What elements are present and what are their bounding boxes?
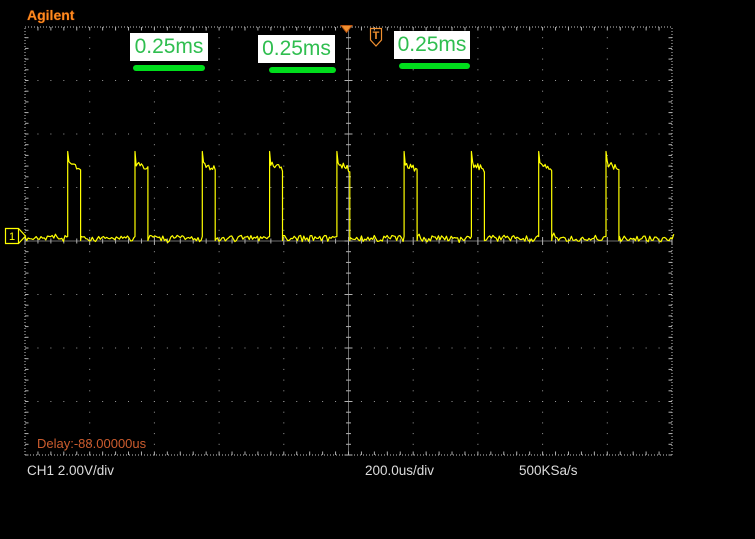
sample-rate-readout: 500KSa/s <box>519 463 578 478</box>
channel-scale-readout: CH1 2.00V/div <box>27 463 115 478</box>
measurement-span-bar-3 <box>399 63 470 69</box>
measurement-span-bar-1 <box>133 65 205 71</box>
measurement-annotation-2: 0.25ms <box>258 35 335 63</box>
delay-readout: Delay:-88.00000us <box>37 436 147 451</box>
trigger-symbol-icon: T <box>369 27 383 47</box>
channel1-number: 1 <box>9 231 15 243</box>
graticule-grid <box>24 26 673 456</box>
measurement-annotation-3: 0.25ms <box>394 31 470 59</box>
measurement-annotation-1: 0.25ms <box>130 33 208 61</box>
brand-logo: Agilent <box>27 7 75 23</box>
channel1-ground-marker-icon: 1 <box>4 227 27 245</box>
measurement-span-bar-2 <box>269 67 336 73</box>
trigger-position-marker-icon <box>339 25 354 34</box>
timebase-readout: 200.0us/div <box>365 463 435 478</box>
trigger-symbol-letter: T <box>373 30 380 42</box>
status-bar: CH1 2.00V/div 200.0us/div 500KSa/s <box>0 463 755 479</box>
ch1-trace <box>24 150 675 244</box>
